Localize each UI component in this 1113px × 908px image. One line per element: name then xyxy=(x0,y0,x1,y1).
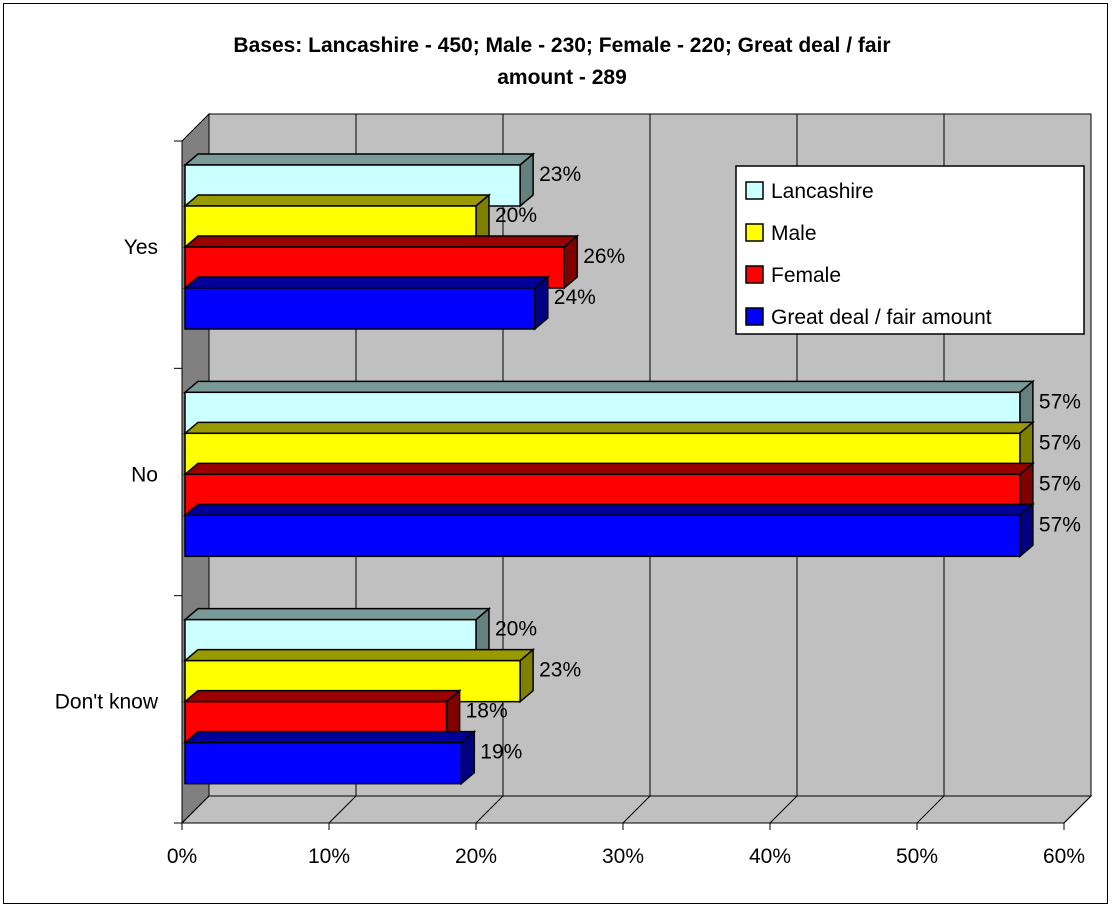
data-labels: 23%20%26%24%57%57%57%57%20%23%18%19% xyxy=(466,163,1081,764)
data-label: 23% xyxy=(539,659,581,682)
chart-title-line-1: Bases: Lancashire - 450; Male - 230; Fem… xyxy=(233,34,890,57)
bar xyxy=(184,514,1021,558)
chart-title-line-2: amount - 289 xyxy=(497,66,627,89)
legend-box xyxy=(735,165,1085,335)
x-tick-label: 20% xyxy=(455,845,497,868)
bar-top xyxy=(182,503,1035,517)
floor-gridline xyxy=(475,795,504,824)
bar-top xyxy=(182,648,536,662)
legend-swatch xyxy=(745,265,764,284)
bar-top xyxy=(182,380,1035,394)
legend-label: Female xyxy=(771,264,841,287)
data-label: 20% xyxy=(495,618,537,641)
data-label: 57% xyxy=(1039,390,1081,413)
legend-swatch xyxy=(745,307,764,326)
data-label: 24% xyxy=(554,286,596,309)
bar-top xyxy=(182,235,580,248)
bar-top xyxy=(182,194,492,207)
data-label: 19% xyxy=(480,741,522,764)
data-label: 20% xyxy=(495,204,537,227)
bar-top xyxy=(182,276,550,289)
data-label: 18% xyxy=(466,700,508,723)
x-tick-label: 50% xyxy=(896,845,938,868)
x-tick-label: 60% xyxy=(1043,845,1085,868)
x-tick-label: 0% xyxy=(167,845,197,868)
legend-swatch xyxy=(745,223,764,242)
bar-series xyxy=(182,152,1035,786)
x-tick-label: 10% xyxy=(308,845,350,868)
data-label: 26% xyxy=(583,245,625,268)
legend-label: Great deal / fair amount xyxy=(771,306,992,329)
category-label: No xyxy=(131,463,158,486)
bar-top xyxy=(182,153,536,166)
floor-gridline xyxy=(916,795,945,824)
floor-gridline xyxy=(181,795,210,824)
legend-swatch xyxy=(745,181,764,200)
category-label: Don't know xyxy=(55,691,159,714)
data-label: 57% xyxy=(1039,431,1081,454)
data-label: 23% xyxy=(539,163,581,186)
legend-label: Lancashire xyxy=(771,180,874,203)
bar-top xyxy=(182,689,462,703)
axes: 0% 10% 20% 30% 40% 50% 60% Yes No Don't know xyxy=(55,140,1085,868)
bar xyxy=(184,287,536,330)
floor-gridline xyxy=(769,795,798,824)
x-tick-label: 30% xyxy=(602,845,644,868)
data-label: 57% xyxy=(1039,513,1081,536)
bar-top xyxy=(182,607,492,621)
bar-top xyxy=(182,421,1035,435)
chart-frame: 0% 10% 20% 30% 40% 50% 60% Yes No Don't know 23% 2… xyxy=(3,3,1108,904)
bar-top xyxy=(182,462,1035,476)
bar xyxy=(184,741,463,785)
bar-top xyxy=(182,730,477,744)
category-label: Yes xyxy=(124,236,158,259)
floor-gridline xyxy=(622,795,651,824)
floor-gridline xyxy=(328,795,357,824)
legend: Lancashire Male Female Great deal / fair am… xyxy=(735,165,1085,335)
data-label: 57% xyxy=(1039,472,1081,495)
legend-label: Male xyxy=(771,222,817,245)
x-tick-label: 40% xyxy=(749,845,791,868)
floor-gridline xyxy=(1063,795,1092,824)
